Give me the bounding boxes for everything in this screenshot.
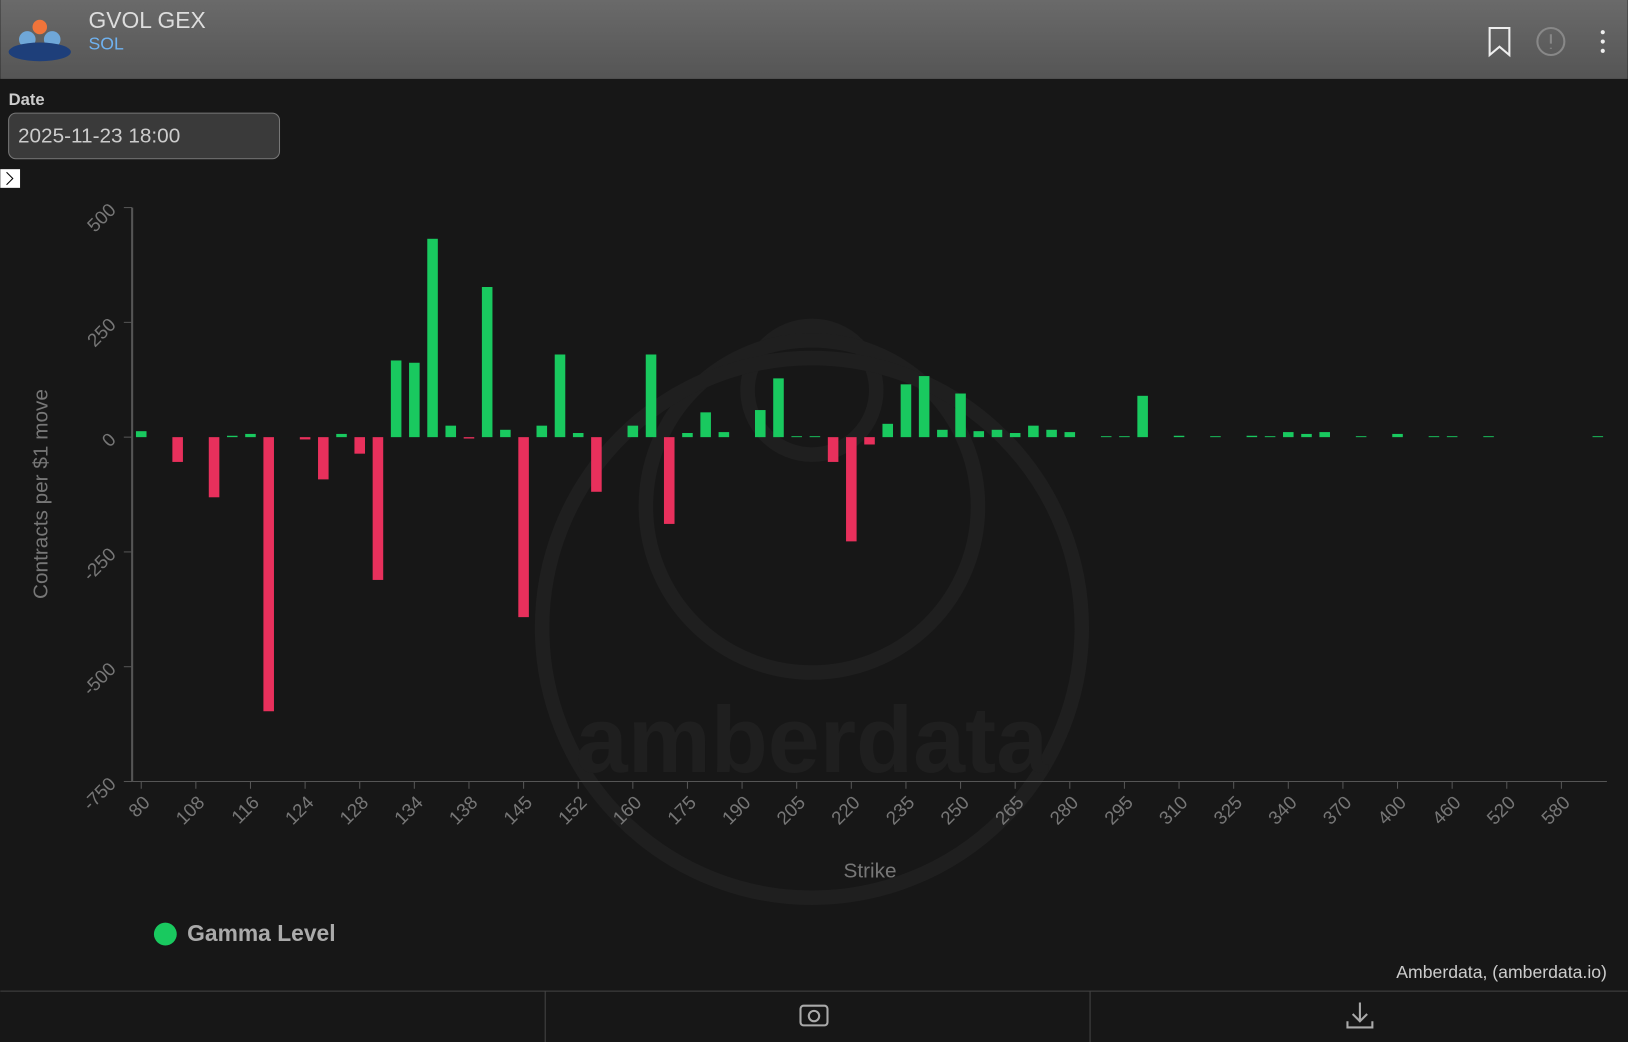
legend-swatch bbox=[153, 922, 177, 946]
bar bbox=[682, 433, 693, 438]
bar bbox=[263, 437, 274, 712]
bar bbox=[336, 433, 347, 438]
bar bbox=[1592, 436, 1604, 438]
date-input[interactable] bbox=[8, 112, 281, 160]
bar bbox=[554, 354, 566, 438]
bar bbox=[245, 433, 256, 438]
download-button[interactable] bbox=[1346, 1002, 1374, 1029]
bar bbox=[445, 425, 457, 438]
bar bbox=[318, 437, 329, 480]
date-label: Date bbox=[9, 90, 45, 109]
screenshot-button[interactable] bbox=[799, 1004, 829, 1027]
header-bar bbox=[0, 0, 1628, 79]
bar bbox=[1246, 435, 1258, 438]
x-axis-title: Strike bbox=[844, 859, 897, 882]
credit: Amberdata, (amberdata.io) bbox=[1396, 962, 1607, 982]
logo bbox=[8, 19, 71, 62]
bar bbox=[1119, 436, 1130, 438]
bar bbox=[481, 287, 493, 438]
legend-label: Gamma Level bbox=[187, 920, 335, 946]
bar bbox=[572, 433, 584, 438]
bar bbox=[827, 437, 839, 462]
bar bbox=[172, 437, 183, 462]
menu-button[interactable] bbox=[1600, 30, 1605, 53]
y-axis-title: Contracts per $1 move bbox=[29, 389, 52, 599]
bar bbox=[135, 431, 147, 438]
bar bbox=[718, 432, 730, 438]
bar bbox=[973, 431, 985, 438]
bar bbox=[791, 436, 802, 438]
bar bbox=[809, 436, 821, 438]
bar bbox=[1283, 432, 1294, 438]
bar bbox=[864, 437, 875, 445]
bar bbox=[937, 429, 948, 438]
bar bbox=[991, 429, 1003, 438]
bar bbox=[1301, 433, 1312, 438]
bar bbox=[700, 412, 711, 438]
bar bbox=[1137, 395, 1148, 438]
bar bbox=[409, 362, 420, 438]
bar bbox=[208, 437, 220, 498]
bar bbox=[226, 435, 238, 438]
bar bbox=[900, 384, 912, 438]
bar bbox=[1392, 433, 1403, 438]
bar bbox=[1483, 436, 1494, 438]
watermark-text: amberdata bbox=[576, 687, 1049, 792]
app-title: GVOL GEX bbox=[89, 7, 206, 33]
bar bbox=[427, 238, 438, 438]
bar bbox=[591, 437, 602, 492]
bar bbox=[536, 425, 548, 438]
bar bbox=[1046, 429, 1057, 438]
bar bbox=[518, 437, 529, 618]
bar bbox=[627, 425, 639, 438]
bar bbox=[773, 378, 784, 438]
bar bbox=[1355, 436, 1367, 438]
bar bbox=[1446, 436, 1458, 438]
bar bbox=[918, 376, 930, 438]
bar bbox=[500, 429, 511, 438]
app-subtitle: SOL bbox=[89, 33, 124, 53]
bar bbox=[1064, 432, 1076, 438]
bar bbox=[1210, 436, 1221, 438]
bar bbox=[372, 437, 384, 580]
date-value: 2025-11-23 18:00 bbox=[18, 124, 180, 147]
bar bbox=[1100, 436, 1112, 438]
bar bbox=[1428, 436, 1440, 438]
bar bbox=[463, 437, 475, 439]
bar bbox=[1264, 436, 1276, 438]
bookmark-button[interactable] bbox=[1488, 26, 1511, 58]
bar bbox=[354, 437, 366, 454]
bar bbox=[1009, 433, 1021, 438]
bar bbox=[955, 393, 966, 438]
bar bbox=[645, 354, 657, 438]
watermark-logo bbox=[534, 318, 1090, 906]
bar bbox=[1319, 432, 1330, 438]
bar bbox=[663, 437, 675, 524]
bar bbox=[846, 437, 857, 542]
info-button[interactable] bbox=[1536, 26, 1566, 57]
toolbar bbox=[0, 990, 1628, 1042]
bar bbox=[755, 410, 766, 438]
bar bbox=[390, 360, 402, 438]
expand-toggle[interactable] bbox=[0, 169, 21, 188]
bar bbox=[1028, 425, 1039, 438]
bar bbox=[1173, 435, 1185, 438]
bar bbox=[882, 423, 894, 438]
bar bbox=[299, 437, 311, 440]
